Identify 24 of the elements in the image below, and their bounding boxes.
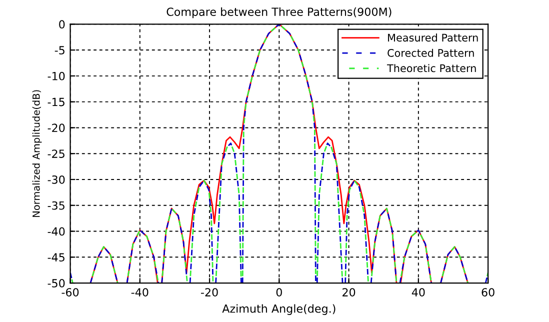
y-tick-label: -35 xyxy=(48,201,64,210)
x-tick-label: -40 xyxy=(131,288,148,296)
y-tick-label: 0 xyxy=(59,20,65,29)
y-tick-label: -50 xyxy=(48,279,65,288)
y-tick-label: -5 xyxy=(54,46,64,54)
y-axis-title: Normalized Amplitude(dB) xyxy=(32,90,42,217)
y-tick-label: -25 xyxy=(48,150,64,158)
y-tick-label: -10 xyxy=(48,72,65,80)
legend-label: Measured Pattern xyxy=(388,34,478,42)
x-tick-label: 0 xyxy=(276,288,282,296)
x-tick-label: 20 xyxy=(342,288,356,296)
x-axis-title: Azimuth Angle(deg.) xyxy=(222,304,336,315)
x-tick-label: -20 xyxy=(201,288,218,296)
y-tick-label: -30 xyxy=(48,175,65,184)
x-tick-label: -60 xyxy=(62,288,79,296)
chart-title: Compare between Three Patterns(900M) xyxy=(166,7,392,18)
y-tick-label: -20 xyxy=(48,124,65,132)
legend-label: Corected Pattern xyxy=(388,48,474,57)
x-tick-label: 40 xyxy=(412,288,425,296)
y-tick-label: -15 xyxy=(48,98,64,106)
y-tick-label: -40 xyxy=(48,227,65,236)
legend-label: Theoretic Pattern xyxy=(386,64,476,72)
y-tick-label: -45 xyxy=(48,253,64,262)
x-tick-label: 60 xyxy=(482,288,494,296)
